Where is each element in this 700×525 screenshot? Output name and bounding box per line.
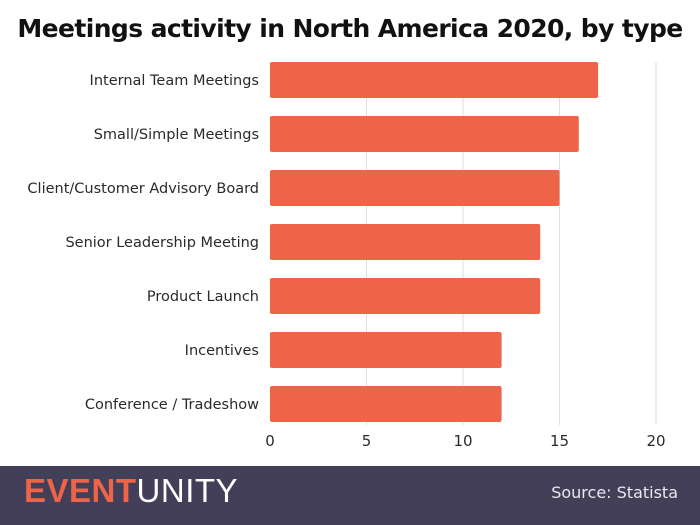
bar xyxy=(270,116,579,152)
bar xyxy=(270,62,599,98)
x-tick-label: 10 xyxy=(453,432,472,450)
category-label: Incentives xyxy=(185,343,259,359)
category-labels: Internal Team Meetings Small/Simple Meeti… xyxy=(27,73,259,413)
source-credit: Source: Statista xyxy=(551,483,678,502)
x-tick-label: 0 xyxy=(265,432,275,450)
bar xyxy=(270,386,502,422)
category-label: Senior Leadership Meeting xyxy=(65,235,259,251)
bar xyxy=(270,332,502,368)
x-tick-label: 5 xyxy=(362,432,372,450)
bar-chart: Internal Team Meetings Small/Simple Meeti… xyxy=(27,62,666,450)
chart-title: Meetings activity in North America 2020,… xyxy=(17,14,683,43)
x-tick-label: 20 xyxy=(646,432,665,450)
x-tick-label: 15 xyxy=(550,432,569,450)
footer-banner: EVENTUNITY Source: Statista xyxy=(0,466,700,525)
brand-logo-accent: EVENT xyxy=(24,472,137,509)
category-label: Conference / Tradeshow xyxy=(85,397,259,413)
category-label: Client/Customer Advisory Board xyxy=(27,181,259,197)
category-label: Small/Simple Meetings xyxy=(94,127,259,143)
bar xyxy=(270,170,560,206)
x-axis-ticks: 0 5 10 15 20 xyxy=(265,432,665,450)
bar xyxy=(270,224,541,260)
brand-logo: EVENTUNITY xyxy=(24,472,238,510)
category-label: Internal Team Meetings xyxy=(90,73,259,89)
brand-logo-rest: UNITY xyxy=(136,472,239,509)
category-label: Product Launch xyxy=(147,289,259,305)
bar xyxy=(270,278,541,314)
bars xyxy=(270,62,599,422)
